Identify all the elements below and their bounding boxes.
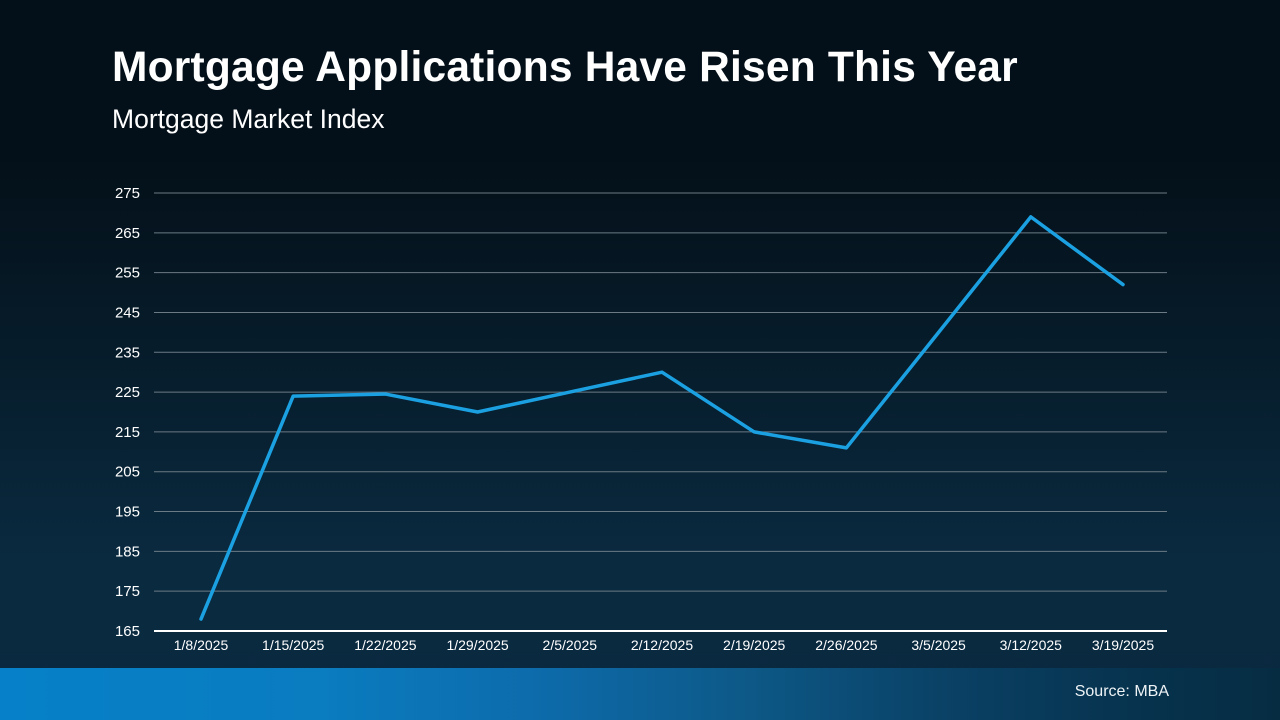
svg-text:165: 165: [115, 623, 140, 640]
svg-text:235: 235: [115, 344, 140, 361]
svg-text:205: 205: [115, 464, 140, 481]
svg-text:3/12/2025: 3/12/2025: [1000, 637, 1062, 653]
svg-text:255: 255: [115, 265, 140, 282]
svg-text:2/12/2025: 2/12/2025: [631, 637, 693, 653]
svg-text:1/15/2025: 1/15/2025: [262, 637, 324, 653]
svg-text:175: 175: [115, 583, 140, 600]
svg-text:185: 185: [115, 543, 140, 560]
svg-text:2/5/2025: 2/5/2025: [543, 637, 598, 653]
svg-text:245: 245: [115, 304, 140, 321]
svg-text:275: 275: [115, 185, 140, 202]
svg-text:3/5/2025: 3/5/2025: [911, 637, 966, 653]
svg-text:195: 195: [115, 504, 140, 521]
svg-text:2/19/2025: 2/19/2025: [723, 637, 785, 653]
svg-text:1/22/2025: 1/22/2025: [354, 637, 416, 653]
svg-text:225: 225: [115, 384, 140, 401]
svg-text:1/29/2025: 1/29/2025: [446, 637, 508, 653]
svg-text:215: 215: [115, 424, 140, 441]
svg-text:1/8/2025: 1/8/2025: [174, 637, 229, 653]
svg-text:2/26/2025: 2/26/2025: [815, 637, 877, 653]
svg-text:3/19/2025: 3/19/2025: [1092, 637, 1154, 653]
svg-text:265: 265: [115, 225, 140, 242]
